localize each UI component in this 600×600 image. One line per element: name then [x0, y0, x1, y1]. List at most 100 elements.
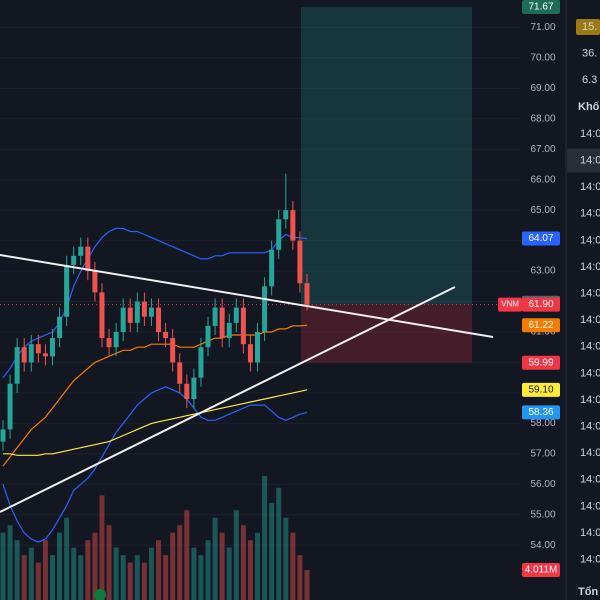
candle-body: [219, 307, 225, 339]
price-badge: [522, 297, 560, 312]
volume-bar: [106, 525, 112, 600]
panel-time: 14:0: [580, 421, 600, 433]
candle-body: [184, 383, 190, 399]
price-badge-label: 58.36: [528, 407, 553, 418]
y-tick-label: 54.00: [530, 540, 555, 551]
volume-bar: [269, 502, 275, 600]
candle-body: [127, 307, 133, 323]
candles: [0, 173, 310, 451]
candle-body: [170, 338, 176, 363]
volume-bar: [92, 532, 98, 600]
price-badge-label: 61.90: [528, 299, 553, 310]
y-tick-label: 65.00: [530, 205, 555, 216]
volume-bar: [163, 555, 169, 600]
y-tick-label: 56.00: [530, 479, 555, 490]
panel-value: 6.3: [582, 74, 597, 86]
price-badge-label: 61.22: [528, 320, 553, 331]
price-badge-label: 71.67: [528, 2, 553, 13]
volume-bar: [35, 562, 41, 600]
candle-body: [28, 344, 34, 363]
candle-body: [92, 271, 98, 293]
volume-bar: [14, 540, 20, 600]
candle-body: [156, 307, 162, 332]
volume-bar: [49, 555, 55, 600]
panel-time: 14:0: [580, 128, 600, 140]
candle-body: [163, 331, 169, 339]
volume-bar: [127, 562, 133, 600]
symbol-label: VNM: [501, 300, 519, 309]
panel-value: 15.: [582, 21, 597, 33]
candle-body: [64, 264, 70, 317]
volume-bar: [198, 555, 204, 600]
volume-bar: [120, 555, 126, 600]
trend-line[interactable]: [0, 286, 456, 513]
volume-bar: [191, 547, 197, 600]
candle-body: [212, 307, 218, 326]
panel-time: 14:0: [580, 367, 600, 379]
candle-body: [226, 322, 232, 339]
candle-body: [57, 316, 63, 339]
panel-time: 14:0: [580, 394, 600, 406]
panel-badge: [576, 19, 600, 35]
volume-bar: [134, 555, 140, 600]
earnings-marker[interactable]: [94, 589, 106, 600]
candle-body: [106, 338, 112, 348]
trend-line[interactable]: [0, 254, 494, 338]
volume-bar: [57, 532, 63, 600]
indicator-line: [3, 389, 308, 456]
y-tick-label: 66.00: [530, 174, 555, 185]
price-badge: [522, 318, 560, 333]
volume-bar: [156, 540, 162, 600]
price-badge-label: 59.10: [528, 384, 553, 395]
volume-bar: [297, 555, 303, 600]
symbol-badge: [498, 297, 522, 312]
volume-bar: [85, 540, 91, 600]
candle-body: [78, 246, 84, 256]
volume-bar: [304, 570, 310, 600]
candle-body: [7, 383, 13, 430]
y-tick-label: 71.00: [530, 22, 555, 33]
volume-bar: [28, 547, 34, 600]
candle-body: [134, 301, 140, 323]
volume-bar: [0, 532, 6, 600]
grid: [0, 26, 520, 546]
y-tick-label: 70.00: [530, 53, 555, 64]
candle-body: [262, 286, 268, 332]
panel-time: 14:0: [580, 155, 600, 167]
panel-time: 14:0: [580, 527, 600, 539]
volume-bar: [233, 510, 239, 600]
panel-time: 14:0: [580, 288, 600, 300]
indicator-line: [2, 386, 308, 543]
price-badge: [522, 231, 560, 246]
candle-body: [240, 307, 246, 345]
price-axis: 54.0055.0056.0057.0058.0059.0060.0061.00…: [498, 0, 560, 578]
volume-bar: [64, 517, 70, 600]
volume-bar: [113, 547, 119, 600]
candle-body: [276, 219, 282, 250]
volume-bar: [177, 525, 183, 600]
candle-body: [0, 429, 6, 442]
volume-bar: [148, 547, 154, 600]
price-badge: [522, 405, 560, 420]
long-position: [0, 7, 520, 363]
candle-body: [141, 301, 147, 317]
y-tick-label: 58.00: [530, 418, 555, 429]
candle-body: [99, 292, 105, 339]
y-tick-label: 68.00: [530, 113, 555, 124]
volume-bar: [141, 562, 147, 600]
volume-bar: [262, 475, 268, 600]
candle-body: [198, 347, 204, 378]
volume-bar: [276, 487, 282, 600]
volume-bar: [99, 495, 105, 600]
candle-body: [191, 377, 197, 399]
candle-body: [14, 347, 20, 384]
side-panel: 15. 36. 6.3 Khố 14:0 14:0 14:0 14:0 14:0 14:0 14:0…: [565, 0, 600, 600]
panel-time: 14:0: [580, 234, 600, 246]
candle-body: [49, 338, 55, 357]
price-badge-label: 64.07: [528, 233, 553, 244]
candle-body: [85, 246, 91, 272]
panel-time: 14:0: [580, 500, 600, 512]
candle-body: [205, 325, 211, 348]
panel-time: 14:0: [580, 474, 600, 486]
